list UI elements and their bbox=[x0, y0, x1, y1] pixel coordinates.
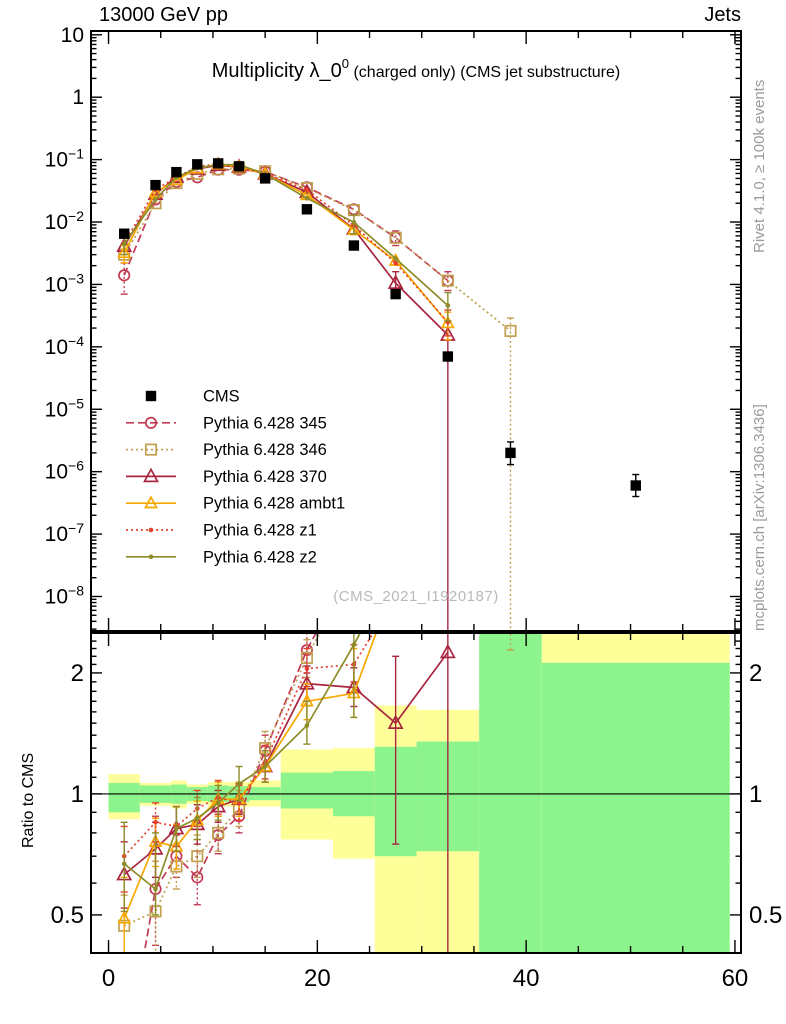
svg-text:10−6: 10−6 bbox=[45, 458, 85, 484]
svg-text:0: 0 bbox=[102, 965, 115, 992]
plot-title-main: Multiplicity λ_0 bbox=[211, 60, 342, 82]
green-band-bin bbox=[479, 633, 542, 953]
ratio-axis-label: Ratio to CMS bbox=[20, 752, 37, 848]
legend-item-p346: Pythia 6.428 346 bbox=[126, 441, 327, 459]
svg-text:0.5: 0.5 bbox=[749, 902, 782, 929]
axes bbox=[90, 30, 742, 954]
svg-text:1: 1 bbox=[749, 781, 762, 808]
plot-title-superscript: 0 bbox=[341, 56, 350, 71]
svg-text:10−2: 10−2 bbox=[45, 208, 85, 234]
analysis-group-label: Jets bbox=[704, 4, 741, 26]
svg-text:0.5: 0.5 bbox=[51, 902, 84, 929]
svg-text:2: 2 bbox=[71, 660, 84, 687]
ratio-uncertainty-bands bbox=[108, 633, 730, 953]
svg-text:60: 60 bbox=[722, 965, 749, 992]
legend-label: Pythia 6.428 345 bbox=[203, 414, 327, 432]
legend-label: Pythia 6.428 ambt1 bbox=[203, 495, 345, 513]
plot-title: Multiplicity λ_00 (charged only) (CMS je… bbox=[91, 56, 741, 83]
analysis-id-watermark: (CMS_2021_I1920187) bbox=[333, 588, 499, 605]
legend-label: Pythia 6.428 z1 bbox=[203, 522, 317, 540]
svg-text:40: 40 bbox=[513, 965, 540, 992]
green-band-bin bbox=[280, 772, 334, 809]
legend-label: Pythia 6.428 346 bbox=[203, 441, 327, 459]
svg-text:10−5: 10−5 bbox=[45, 395, 85, 421]
svg-text:1: 1 bbox=[72, 86, 84, 109]
series-z2-ratio bbox=[120, 633, 362, 916]
legend-label: Pythia 6.428 z2 bbox=[203, 548, 317, 566]
series-cms-main bbox=[118, 158, 641, 498]
plot-title-qualifier: (charged only) (CMS jet substructure) bbox=[349, 64, 621, 81]
legend-item-p345: Pythia 6.428 345 bbox=[126, 414, 327, 432]
legend-label: Pythia 6.428 370 bbox=[203, 468, 327, 486]
mcplots-reference-note: mcplots.cern.ch [arXiv:1306.3436] bbox=[751, 404, 768, 631]
svg-text:10: 10 bbox=[61, 24, 84, 47]
legend-label: CMS bbox=[203, 388, 240, 406]
green-band-bin bbox=[541, 662, 730, 953]
legend-item-ambt1: Pythia 6.428 ambt1 bbox=[126, 495, 345, 513]
beam-label: 13000 GeV pp bbox=[99, 4, 228, 26]
green-band-bin bbox=[108, 782, 140, 813]
legend-item-z1: Pythia 6.428 z1 bbox=[126, 522, 317, 540]
svg-text:10−8: 10−8 bbox=[45, 582, 85, 608]
legend-item-z2: Pythia 6.428 z2 bbox=[126, 548, 317, 566]
tick-labels: 0 20 40 6010110−110−210−310−410−510−610−710… bbox=[45, 24, 783, 992]
legend: CMS Pythia 6.428 345 Pythia 6.428 346 Pythi… bbox=[126, 388, 345, 566]
svg-text:10−4: 10−4 bbox=[45, 333, 85, 359]
svg-text:10−1: 10−1 bbox=[45, 146, 85, 172]
svg-text:10−7: 10−7 bbox=[45, 520, 85, 546]
svg-text:20: 20 bbox=[304, 965, 331, 992]
tick-marks bbox=[91, 31, 741, 953]
rivet-version-note: Rivet 4.1.0, ≥ 100k events bbox=[751, 79, 768, 253]
series-p370-main bbox=[116, 156, 456, 631]
legend-item-cms: CMS bbox=[145, 388, 240, 406]
legend-item-p370: Pythia 6.428 370 bbox=[126, 467, 327, 486]
svg-text:2: 2 bbox=[749, 660, 762, 687]
series-p346-main bbox=[118, 162, 517, 631]
svg-text:1: 1 bbox=[71, 781, 84, 808]
svg-text:10−3: 10−3 bbox=[45, 270, 85, 296]
